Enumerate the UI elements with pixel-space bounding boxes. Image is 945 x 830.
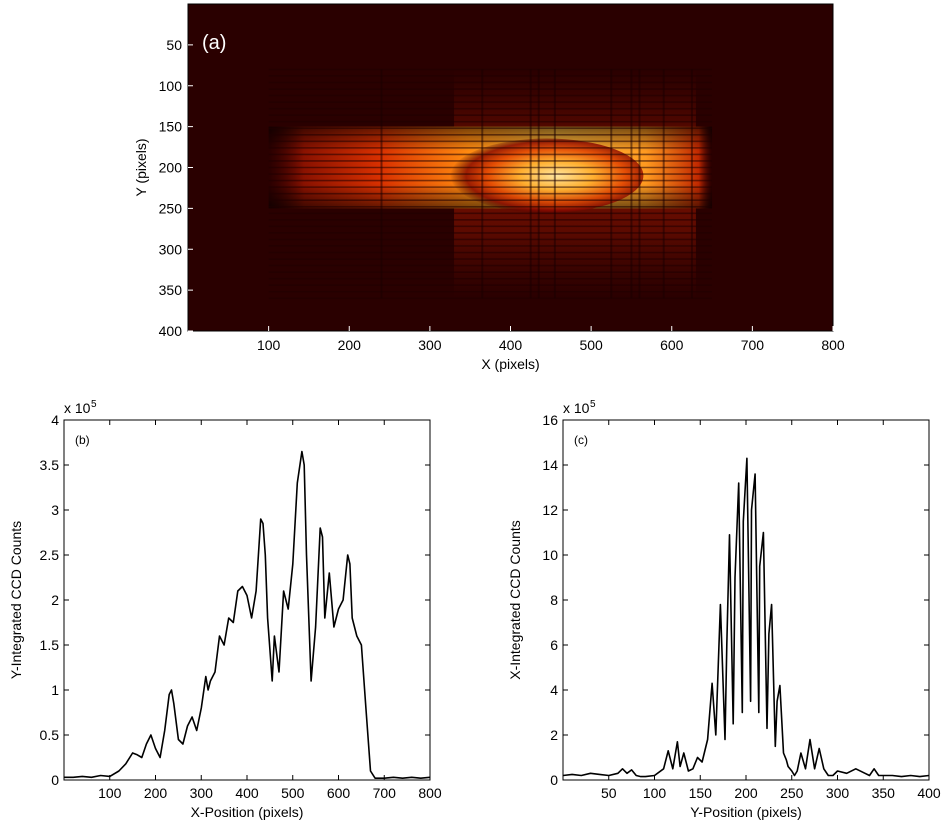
heatmap-x-tick-label: 700 bbox=[741, 337, 765, 353]
panel-a-heatmap: 100 200 300 400 500 600 700 800 50 100 150 200 250 30… bbox=[133, 3, 845, 372]
y-tick-label: 0 bbox=[550, 772, 558, 788]
data-series-line bbox=[64, 450, 430, 780]
panel-b-x-profile: 100 200 300 400 500 600 700 800 0 0.5 1 1.5 2 2.5 3 3.5… bbox=[8, 399, 442, 820]
heatmap-x-tick-label: 100 bbox=[257, 337, 281, 353]
y-tick-label: 2 bbox=[51, 592, 59, 608]
y-tick-label: 4 bbox=[550, 682, 558, 698]
x-tick-label: 500 bbox=[281, 785, 305, 801]
x-tick-label: 800 bbox=[418, 785, 442, 801]
data-series-line bbox=[563, 457, 929, 778]
y-tick-label: 10 bbox=[542, 547, 558, 563]
y-multiplier-label: x 10 bbox=[64, 400, 91, 416]
heatmap-x-tick-label: 300 bbox=[418, 337, 442, 353]
x-tick-label: 100 bbox=[643, 785, 667, 801]
x-tick-label: 150 bbox=[689, 785, 713, 801]
heatmap-x-tick-label: 800 bbox=[821, 337, 845, 353]
y-tick-label: 4 bbox=[51, 412, 59, 428]
y-axis-label: Y-Integrated CCD Counts bbox=[8, 521, 24, 679]
x-tick-label: 350 bbox=[872, 785, 896, 801]
panel-label: (c) bbox=[574, 433, 588, 447]
y-tick-label: 16 bbox=[542, 412, 558, 428]
heatmap-y-axis-label: Y (pixels) bbox=[133, 138, 149, 196]
y-multiplier-exponent: 5 bbox=[91, 399, 97, 410]
y-tick-label: 1 bbox=[51, 682, 59, 698]
y-tick-label: 0.5 bbox=[40, 727, 60, 743]
y-tick-label: 14 bbox=[542, 457, 558, 473]
y-tick-label: 2 bbox=[550, 727, 558, 743]
panel-label: (b) bbox=[75, 433, 90, 447]
x-tick-label: 600 bbox=[327, 785, 351, 801]
plot-axes-box bbox=[63, 419, 431, 781]
x-tick-label: 700 bbox=[373, 785, 397, 801]
y-multiplier-label: x 10 bbox=[563, 400, 590, 416]
y-tick-label: 2.5 bbox=[40, 547, 60, 563]
y-tick-label: 8 bbox=[550, 592, 558, 608]
heatmap-y-tick-label: 400 bbox=[159, 323, 183, 339]
x-tick-label: 200 bbox=[734, 785, 758, 801]
heatmap-x-tick-label: 400 bbox=[499, 337, 523, 353]
heatmap-y-tick-label: 200 bbox=[159, 160, 183, 176]
heatmap-y-tick-label: 50 bbox=[166, 37, 182, 53]
heatmap-y-tick-label: 300 bbox=[159, 241, 183, 257]
panel-c-y-profile: 50 100 150 200 250 300 350 400 0 2 4 6 8 10 12 14 16 Y-Po… bbox=[507, 399, 941, 820]
x-tick-label: 300 bbox=[826, 785, 850, 801]
heatmap-x-tick-label: 500 bbox=[579, 337, 603, 353]
heatmap-panel-label: (a) bbox=[202, 32, 226, 54]
y-tick-label: 1.5 bbox=[40, 637, 60, 653]
heatmap-y-tick-label: 100 bbox=[159, 78, 183, 94]
x-tick-label: 400 bbox=[235, 785, 259, 801]
y-tick-label: 0 bbox=[51, 772, 59, 788]
heatmap-y-tick-label: 250 bbox=[159, 200, 183, 216]
heatmap-x-tick-label: 200 bbox=[338, 337, 362, 353]
y-tick-label: 12 bbox=[542, 502, 558, 518]
heatmap-y-tick-label: 350 bbox=[159, 282, 183, 298]
heatmap-plot-area bbox=[188, 4, 833, 331]
x-tick-label: 100 bbox=[98, 785, 122, 801]
y-tick-label: 3 bbox=[51, 502, 59, 518]
x-axis-label: X-Position (pixels) bbox=[191, 804, 304, 820]
x-tick-label: 200 bbox=[144, 785, 168, 801]
heatmap-hot-core bbox=[450, 138, 644, 213]
y-multiplier-exponent: 5 bbox=[590, 399, 596, 410]
x-tick-label: 250 bbox=[780, 785, 804, 801]
x-tick-label: 400 bbox=[917, 785, 941, 801]
y-axis-label: X-Integrated CCD Counts bbox=[507, 520, 523, 680]
x-tick-label: 50 bbox=[601, 785, 617, 801]
y-tick-label: 6 bbox=[550, 637, 558, 653]
heatmap-x-tick-label: 600 bbox=[660, 337, 684, 353]
x-tick-label: 300 bbox=[190, 785, 214, 801]
y-tick-label: 3.5 bbox=[40, 457, 60, 473]
heatmap-x-axis-label: X (pixels) bbox=[481, 356, 539, 372]
heatmap-y-tick-label: 150 bbox=[159, 119, 183, 135]
x-axis-label: Y-Position (pixels) bbox=[690, 804, 802, 820]
